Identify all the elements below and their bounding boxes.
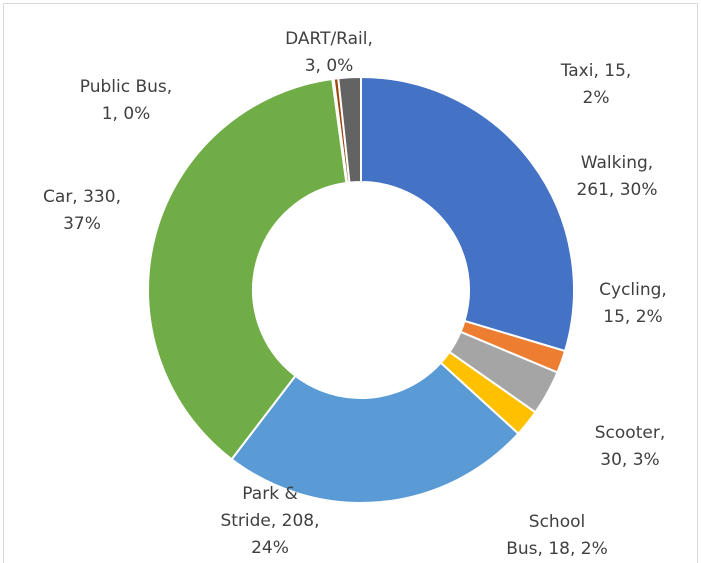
donut-slice (337, 75, 362, 184)
data-label: 24% (251, 538, 289, 558)
data-label: 15, 2% (603, 307, 662, 327)
data-label: 261, 30% (576, 180, 657, 200)
donut-slice (230, 361, 520, 504)
data-label: Cycling, (599, 280, 667, 300)
data-label: Taxi, 15, (560, 61, 632, 81)
donut-slice (360, 75, 575, 353)
data-label: 3, 0% (305, 56, 354, 76)
data-label: 1, 0% (102, 104, 151, 124)
data-label: 30, 3% (600, 450, 659, 470)
data-label: DART/Rail, (285, 29, 373, 49)
data-label: Stride, 208, (220, 511, 319, 531)
data-label: 2% (583, 88, 610, 108)
data-label: Public Bus, (80, 77, 172, 97)
data-label: Park & (242, 484, 297, 504)
data-label: Bus, 18, 2% (506, 539, 608, 559)
chart-border (3, 3, 698, 563)
data-label: Scooter, (595, 423, 665, 443)
data-label: Car, 330, (43, 187, 121, 207)
data-label: Walking, (581, 153, 653, 173)
donut-slice (147, 77, 348, 461)
data-label: School (529, 512, 585, 532)
data-label: 37% (63, 214, 101, 234)
